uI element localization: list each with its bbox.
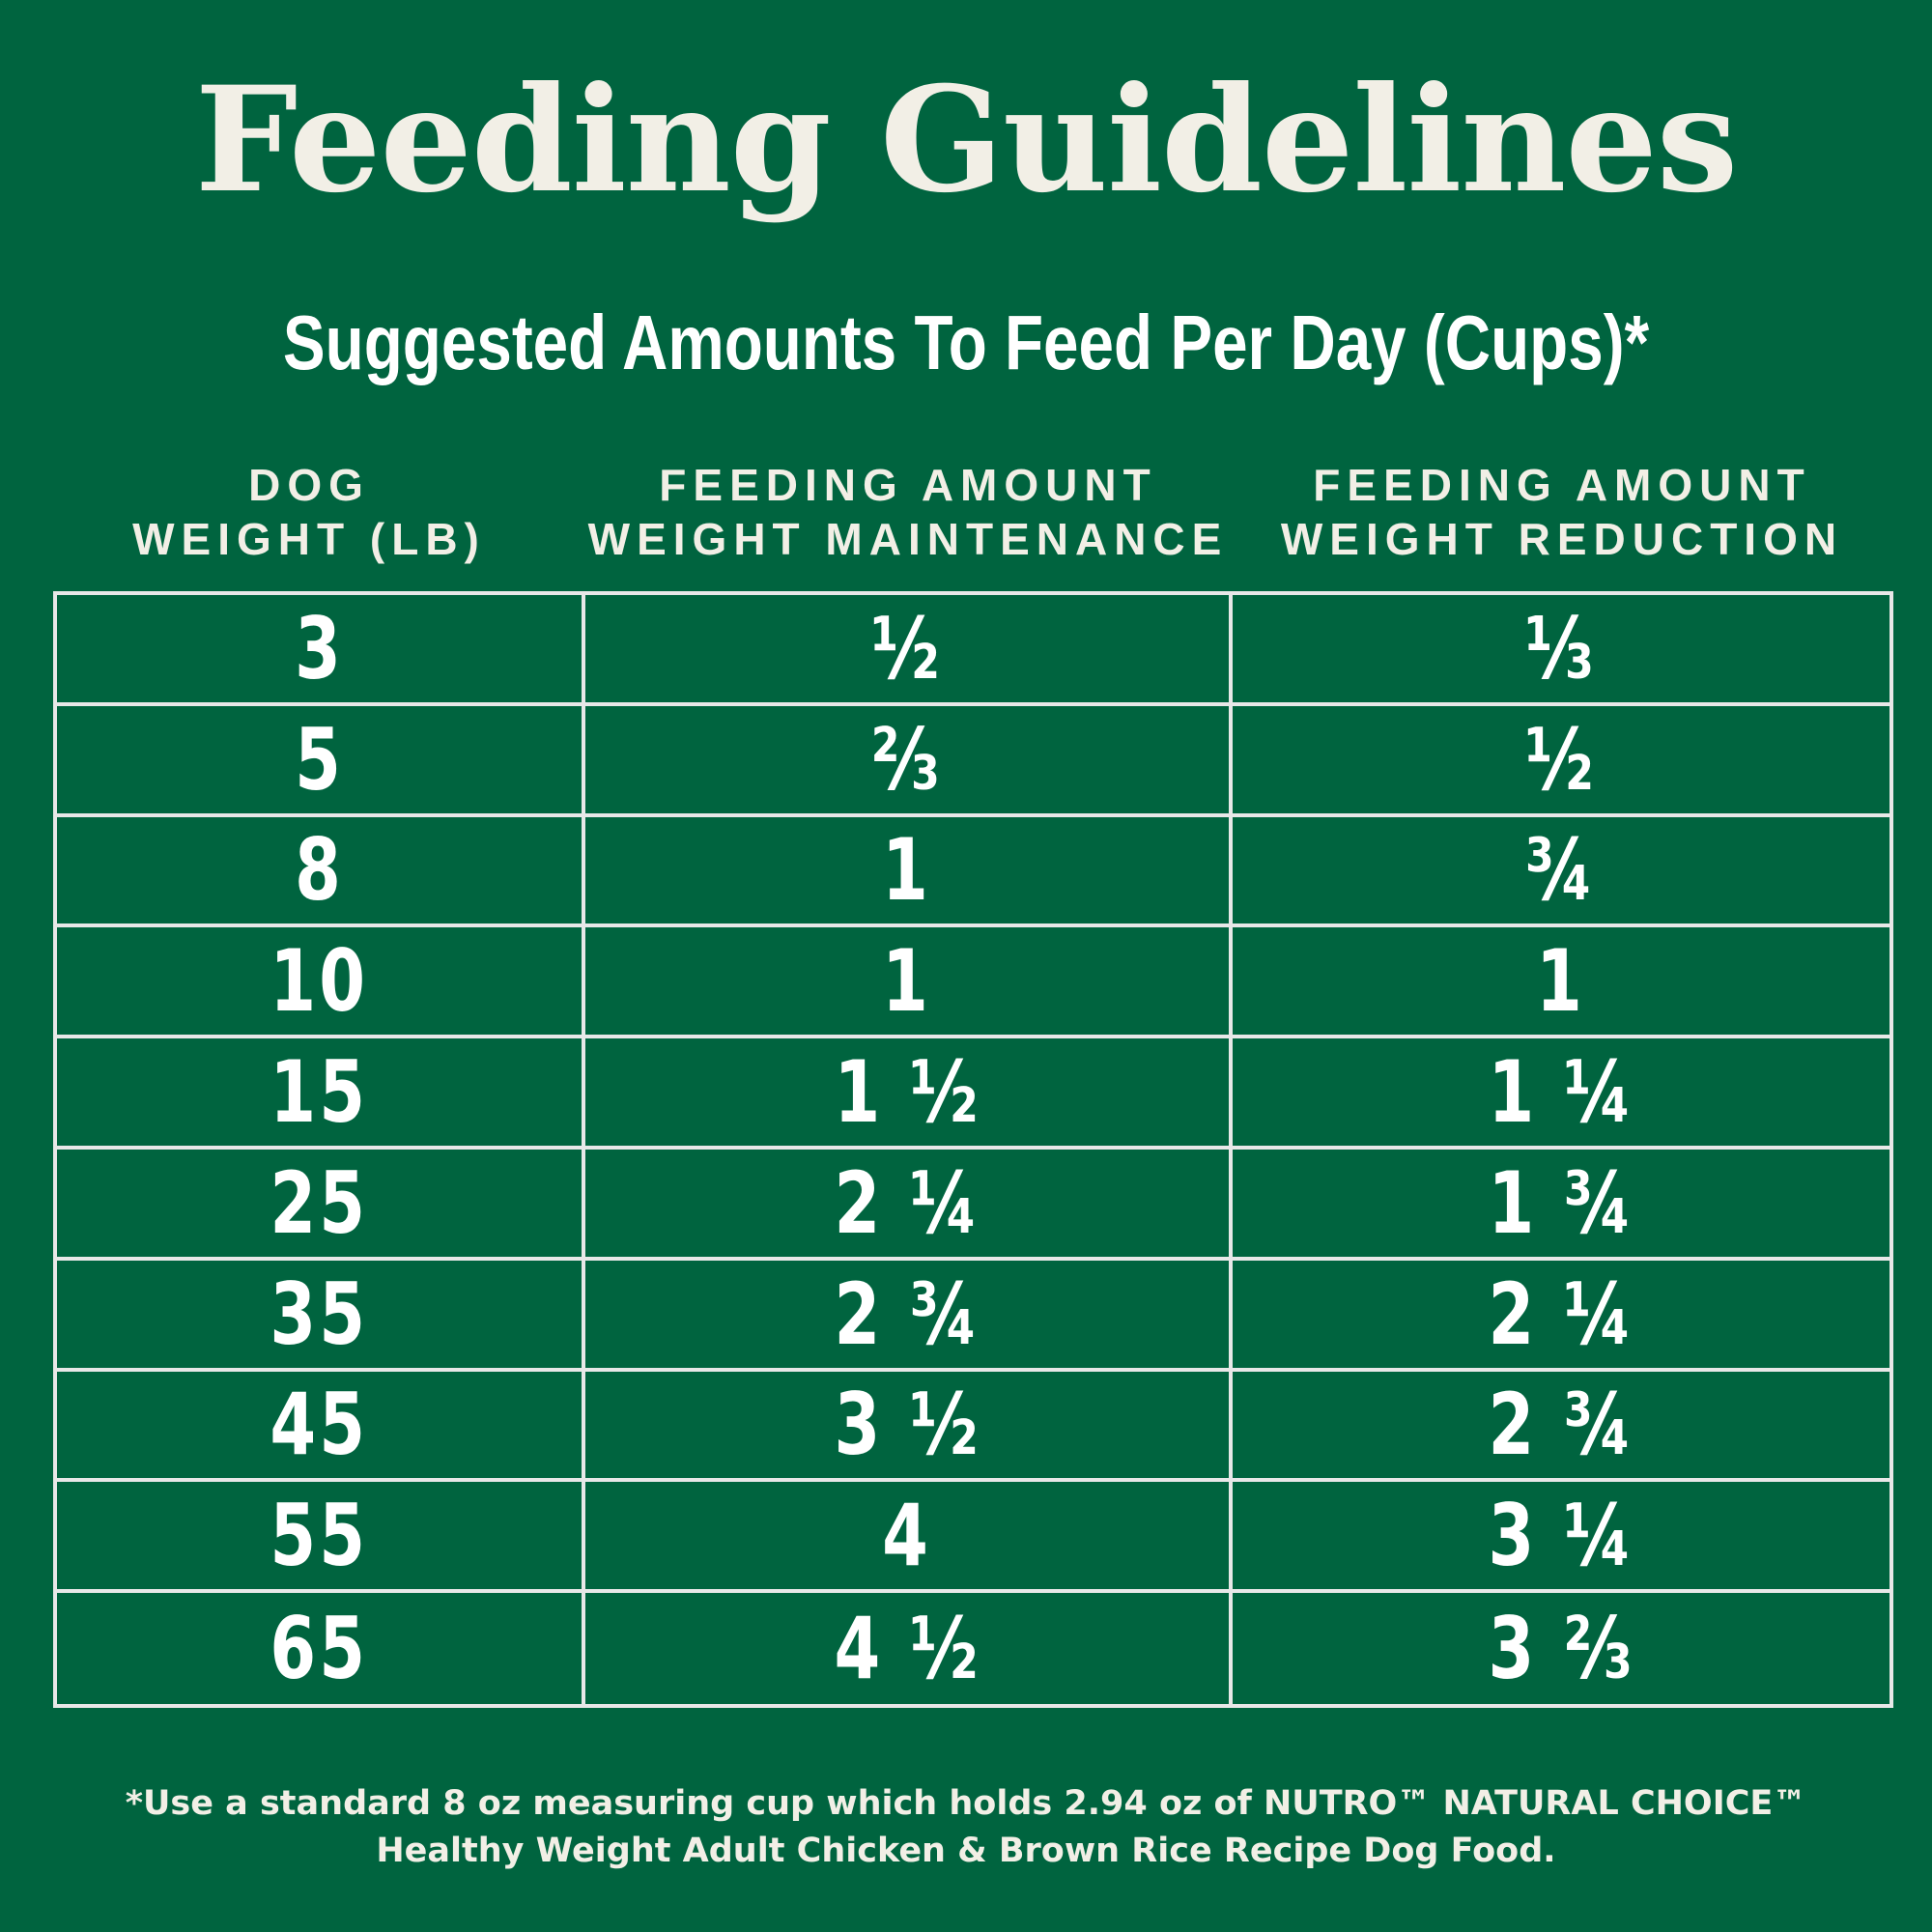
footnote: *Use a standard 8 oz measuring cup which… <box>0 1780 1932 1875</box>
column-header-line: FEEDING AMOUNT <box>1313 460 1811 510</box>
cell-maintenance-amount: 2 ¾ <box>585 1260 1233 1372</box>
cell-value: 1 <box>882 820 932 921</box>
cell-maintenance-amount: 3 ½ <box>585 1371 1233 1483</box>
cell-value: 3 ⅔ <box>1487 1599 1635 1699</box>
cell-value: 3 ¼ <box>1487 1486 1635 1586</box>
cell-value: 2 ¼ <box>1487 1264 1635 1364</box>
cell-value: 2 ¼ <box>833 1152 981 1253</box>
cell-reduction-amount: 2 ¼ <box>1233 1261 1889 1372</box>
column-header-reduction: FEEDING AMOUNT WEIGHT REDUCTION <box>1235 458 1889 566</box>
cell-value: 1 ¼ <box>1487 1042 1635 1143</box>
cell-value: 1 <box>1536 931 1586 1032</box>
footnote-line: Healthy Weight Adult Chicken & Brown Ric… <box>376 1832 1556 1870</box>
cell-value: ¾ <box>1524 820 1598 921</box>
cell-dog-weight: 35 <box>57 1260 585 1372</box>
column-header-line: WEIGHT (LB) <box>132 514 486 564</box>
cell-value: 45 <box>270 1375 369 1475</box>
cell-maintenance-amount: 1 <box>585 816 1233 928</box>
cell-value: 1 <box>882 931 932 1032</box>
page-title: Feeding Guidelines <box>194 55 1739 225</box>
cell-reduction-amount: 2 ¾ <box>1233 1372 1889 1483</box>
column-header-line: FEEDING AMOUNT <box>659 460 1157 510</box>
cell-dog-weight: 65 <box>57 1593 585 1704</box>
cell-value: 10 <box>270 931 369 1032</box>
cell-value: 55 <box>270 1486 369 1586</box>
cell-dog-weight: 45 <box>57 1371 585 1483</box>
cell-value: ½ <box>1524 709 1598 810</box>
cell-value: 4 ½ <box>833 1599 981 1699</box>
cell-value: 5 <box>295 709 344 810</box>
cell-reduction-amount: 1 ¼ <box>1233 1038 1889 1150</box>
cell-value: 65 <box>270 1599 369 1699</box>
cell-maintenance-amount: ½ <box>585 595 1233 706</box>
cell-reduction-amount: ⅓ <box>1233 595 1889 706</box>
cell-value: 3 <box>295 598 344 698</box>
cell-value: 1 ¾ <box>1487 1152 1635 1253</box>
cell-reduction-amount: ¾ <box>1233 817 1889 928</box>
cell-value: 2 ¾ <box>833 1264 981 1364</box>
cell-reduction-amount: 3 ¼ <box>1233 1482 1889 1594</box>
cell-value: 3 ½ <box>833 1375 981 1475</box>
cell-dog-weight: 5 <box>57 705 585 817</box>
cell-value: 4 <box>882 1486 932 1586</box>
cell-dog-weight: 15 <box>57 1038 585 1150</box>
column-header-line: WEIGHT REDUCTION <box>1280 514 1844 564</box>
cell-value: 8 <box>295 820 344 921</box>
cell-dog-weight: 55 <box>57 1482 585 1594</box>
column-header-dog-weight: DOG WEIGHT (LB) <box>58 458 560 566</box>
cell-maintenance-amount: 2 ¼ <box>585 1150 1233 1261</box>
cell-dog-weight: 8 <box>57 816 585 928</box>
cell-maintenance-amount: ⅔ <box>585 705 1233 817</box>
cell-value: ½ <box>870 598 944 698</box>
cell-dog-weight: 10 <box>57 927 585 1039</box>
cell-maintenance-amount: 4 ½ <box>585 1593 1233 1704</box>
cell-value: 2 ¾ <box>1487 1375 1635 1475</box>
cell-maintenance-amount: 1 ½ <box>585 1038 1233 1150</box>
cell-maintenance-amount: 1 <box>585 927 1233 1039</box>
column-header-maintenance: FEEDING AMOUNT WEIGHT MAINTENANCE <box>585 458 1231 566</box>
cell-reduction-amount: 1 <box>1233 927 1889 1039</box>
cell-dog-weight: 25 <box>57 1150 585 1261</box>
cell-value: 35 <box>270 1264 369 1364</box>
column-header-line: DOG <box>248 460 370 510</box>
cell-reduction-amount: 1 ¾ <box>1233 1150 1889 1261</box>
page-subtitle: Suggested Amounts To Feed Per Day (Cups)… <box>282 299 1650 385</box>
cell-value: 25 <box>270 1152 369 1253</box>
cell-reduction-amount: ½ <box>1233 706 1889 817</box>
cell-value: 1 ½ <box>833 1042 981 1143</box>
column-header-line: WEIGHT MAINTENANCE <box>587 514 1229 564</box>
cell-value: ⅔ <box>870 709 944 810</box>
cell-dog-weight: 3 <box>57 595 585 706</box>
cell-reduction-amount: 3 ⅔ <box>1233 1593 1889 1704</box>
cell-value: 15 <box>270 1042 369 1143</box>
footnote-line: *Use a standard 8 oz measuring cup which… <box>125 1784 1807 1823</box>
cell-maintenance-amount: 4 <box>585 1482 1233 1594</box>
cell-value: ⅓ <box>1524 598 1598 698</box>
